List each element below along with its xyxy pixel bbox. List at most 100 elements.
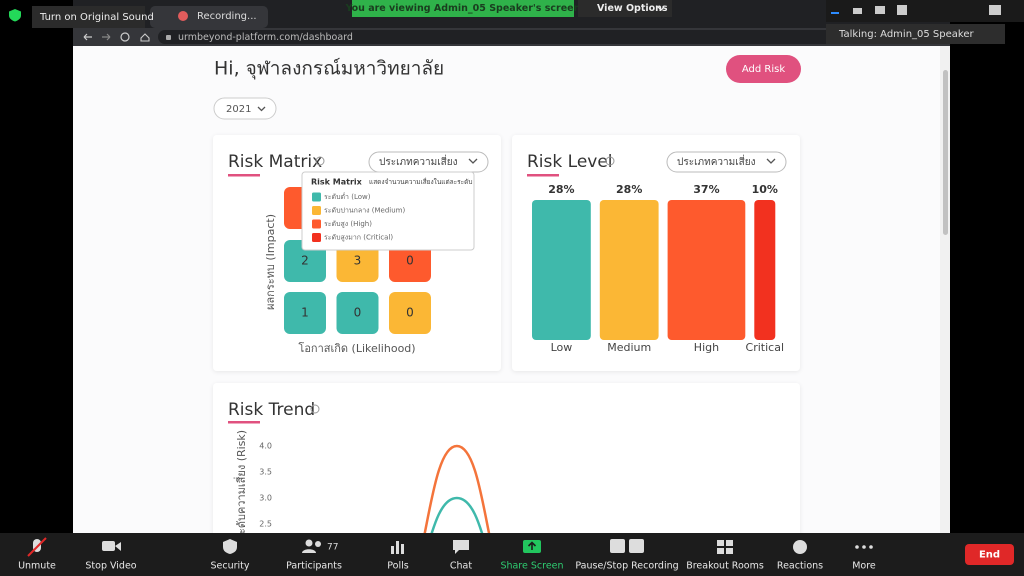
camera-lens	[115, 542, 121, 551]
y-tick-label: 3.0	[259, 494, 272, 503]
view-options-label: View Options	[597, 3, 668, 14]
dot	[869, 545, 873, 549]
y-tick-label: 2.5	[259, 520, 272, 529]
greeting: Hi, จุฬาลงกรณ์มหาวิทยาลัย	[214, 58, 444, 81]
view-controls	[826, 0, 1024, 22]
toolbar-label: More	[852, 561, 876, 572]
legend-label: ระดับปานกลาง (Medium)	[324, 207, 405, 215]
risk-trend-card	[213, 383, 800, 533]
pause-icon	[610, 539, 625, 553]
info-icon[interactable]	[605, 156, 615, 166]
legend-swatch	[312, 192, 321, 202]
category-label: Critical	[746, 341, 784, 354]
recording-dot	[178, 11, 188, 21]
dashboard: Hi, จุฬาลงกรณ์มหาวิทยาลัย Add Risk 2021 …	[73, 46, 940, 533]
view-options-chevron	[657, 6, 665, 11]
smiley-icon	[793, 540, 807, 554]
year-label: 2021	[226, 104, 251, 115]
dot	[855, 545, 859, 549]
risk-trend-chart: 4.0 3.5 3.0 2.5	[259, 442, 491, 533]
add-risk-button[interactable]	[726, 55, 801, 83]
year-select[interactable]	[213, 97, 277, 120]
tooltip-box	[301, 171, 475, 251]
y-tick-label: 4.0	[259, 442, 272, 451]
toolbar-label: Security	[210, 561, 249, 572]
dot	[862, 545, 866, 549]
legend-swatch	[312, 219, 321, 229]
security-badge[interactable]	[9, 9, 21, 22]
security-button[interactable]: Security	[210, 539, 250, 572]
toolbar-label: Unmute	[18, 561, 56, 572]
recording-label: Recording...	[197, 11, 257, 22]
view-icon[interactable]	[853, 8, 862, 14]
url: urmbeyond-platform.com/dashboard	[178, 32, 353, 43]
add-risk-label: Add Risk	[742, 64, 785, 75]
toolbar-label: Share Screen	[500, 561, 563, 572]
more-button[interactable]: More	[852, 545, 876, 572]
matrix-cell-value: 3	[354, 254, 362, 268]
bar	[754, 200, 776, 340]
gallery-icon[interactable]	[897, 5, 907, 15]
viewing-banner-text: You are viewing Admin_05 Speaker's scree…	[345, 3, 581, 14]
end-label: End	[979, 550, 1000, 561]
original-sound-tooltip[interactable]	[32, 6, 145, 28]
lock-icon	[166, 35, 171, 40]
reactions-button[interactable]: Reactions	[777, 540, 823, 572]
info-icon[interactable]	[315, 156, 325, 166]
browser-tab[interactable]	[150, 6, 268, 28]
chat-icon	[453, 540, 469, 554]
toolbar-label: Pause/Stop Recording	[575, 561, 678, 572]
toolbar-label: Reactions	[777, 561, 823, 572]
unmute-button[interactable]: Unmute	[18, 537, 56, 572]
home-button[interactable]	[140, 33, 150, 42]
reload-button[interactable]	[120, 32, 130, 42]
back-button[interactable]	[83, 33, 92, 41]
mute-slash	[27, 537, 47, 557]
tooltip-title: Risk Matrix	[311, 178, 363, 187]
scrollbar-thumb[interactable]	[943, 70, 948, 235]
recording-button[interactable]: Pause/Stop Recording	[575, 539, 679, 572]
value-label: 10%	[752, 183, 778, 196]
stop-icon	[629, 539, 644, 553]
end-button[interactable]	[965, 544, 1014, 565]
polls-icon	[401, 544, 404, 554]
chat-button[interactable]: Chat	[450, 540, 472, 572]
info-icon[interactable]	[310, 404, 320, 414]
talking-label: Talking: Admin_05 Speaker	[838, 29, 974, 40]
risk-matrix-title: Risk Matrix	[228, 152, 322, 172]
toolbar-label: Breakout Rooms	[686, 561, 764, 572]
forward-button[interactable]	[102, 33, 111, 41]
room-icon	[726, 548, 733, 554]
polls-button[interactable]: Polls	[387, 541, 409, 572]
legend-swatch	[312, 206, 321, 215]
legend-swatch	[312, 233, 321, 242]
talking-indicator	[826, 24, 1005, 44]
minimize-icon[interactable]	[831, 12, 839, 14]
legend-label: ระดับต่ำ (Low)	[324, 192, 371, 201]
view-icon[interactable]	[875, 6, 885, 14]
bar	[599, 200, 659, 340]
toolbar-label: Stop Video	[85, 561, 136, 572]
view-options[interactable]	[578, 0, 672, 17]
toolbar-label: Chat	[450, 561, 472, 572]
breakout-rooms-button[interactable]: Breakout Rooms	[686, 540, 764, 572]
title-underline	[527, 174, 559, 177]
category-label: Low	[551, 341, 573, 354]
person-icon	[302, 549, 316, 553]
participant-count: 77	[327, 543, 338, 553]
level-filter[interactable]	[666, 151, 787, 173]
legend-label: ระดับสูง (High)	[324, 220, 372, 228]
matrix-y-label: ผลกระทบ (Impact)	[264, 214, 277, 310]
layout-icon[interactable]	[989, 5, 1001, 15]
address-bar[interactable]	[158, 30, 938, 44]
category-label: High	[694, 341, 719, 354]
scrollbar[interactable]	[940, 46, 950, 533]
share-screen-button[interactable]: Share Screen	[500, 540, 564, 572]
zoom-toolbar	[0, 533, 1024, 576]
stop-video-button[interactable]: Stop Video	[85, 541, 137, 572]
y-tick-label: 3.5	[259, 468, 272, 477]
participants-button[interactable]: 77 Participants	[286, 539, 342, 572]
title-underline	[228, 421, 260, 424]
risk-level-chart: 28% Low 28% Medium 37% High 10% Critical	[532, 183, 784, 354]
